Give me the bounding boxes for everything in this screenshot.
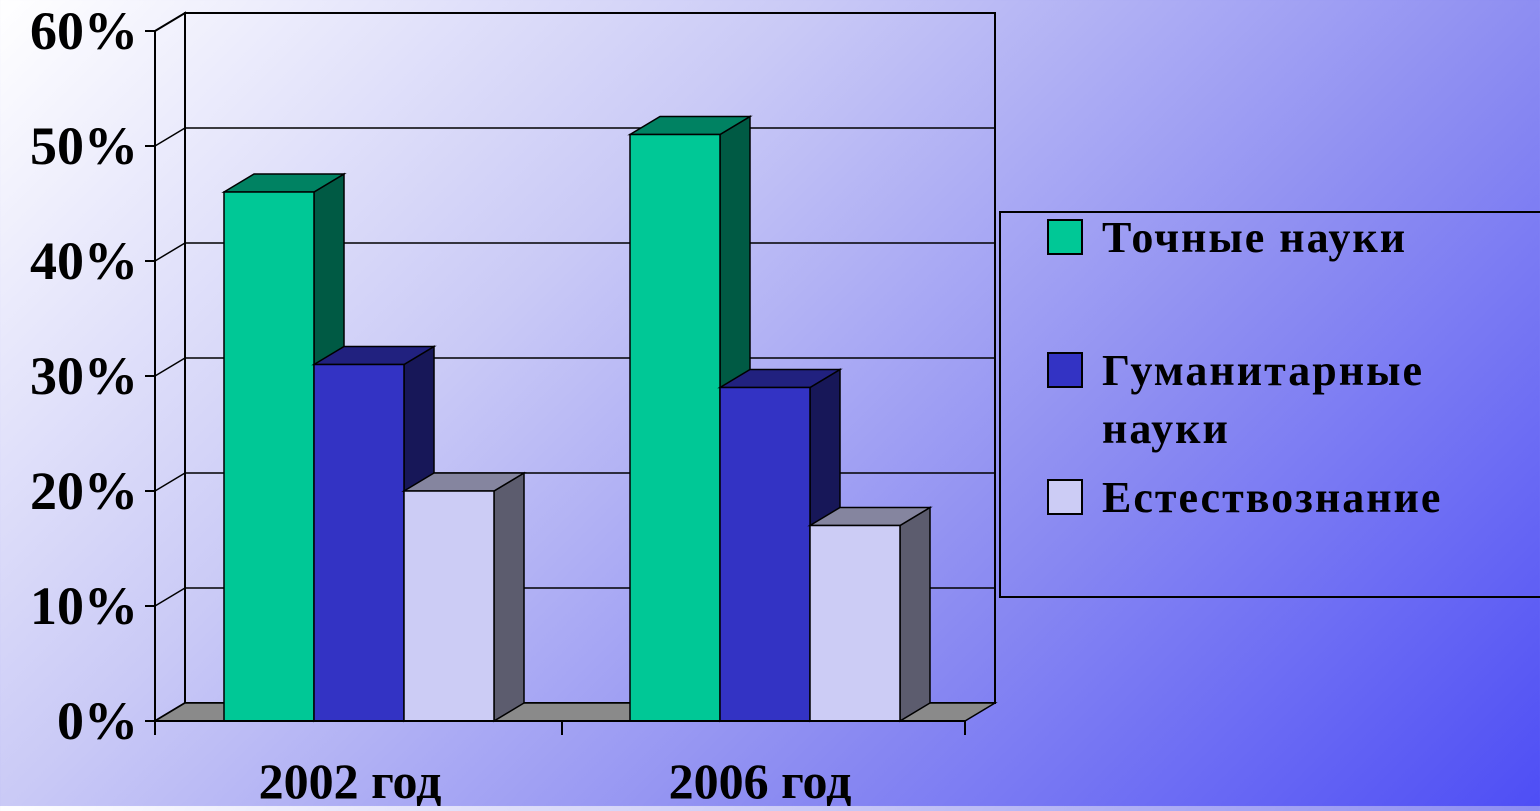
gridline-side <box>154 127 186 147</box>
gridline-side <box>154 472 186 492</box>
y-tick-label: 40% <box>30 231 138 291</box>
gridline-side <box>154 12 186 32</box>
bar-0-0 <box>223 191 315 722</box>
legend-label: Точные науки <box>1102 213 1407 262</box>
y-tick-label: 20% <box>30 461 138 521</box>
legend-label: Естествознание <box>1102 473 1442 522</box>
bar-2-1 <box>809 524 901 722</box>
bar-1-1 <box>719 386 811 722</box>
legend-label: Гуманитарные <box>1102 346 1424 395</box>
legend-label: науки <box>1102 404 1230 453</box>
y-tick-label: 0% <box>57 691 138 751</box>
gridline-side <box>154 242 186 262</box>
legend-box <box>999 211 1540 598</box>
axes: 0% 10% 20% 30% 40% 50% 60% 2002 год 2006 год <box>30 1 966 809</box>
bar-side-2-0 <box>493 471 525 723</box>
bar-0-1 <box>629 133 721 722</box>
legend: Точные науки Гуманитарные науки Естествозна… <box>999 211 1540 598</box>
gridline-side <box>154 587 186 607</box>
bar-2-0 <box>403 490 495 722</box>
y-tick-label: 50% <box>30 116 138 176</box>
bar-group <box>221 115 933 723</box>
y-tick-label: 60% <box>30 1 138 61</box>
legend-swatch-2 <box>1047 479 1083 515</box>
y-tick-label: 10% <box>30 576 138 636</box>
y-tick-label: 30% <box>30 346 138 406</box>
bar-1-0 <box>313 363 405 722</box>
x-category-label: 2006 год <box>669 753 852 806</box>
x-category-label: 2002 год <box>259 753 442 806</box>
legend-swatch-1 <box>1047 352 1083 388</box>
gridline-side <box>154 357 186 377</box>
legend-swatch-0 <box>1047 219 1083 255</box>
bar-side-2-1 <box>899 506 931 723</box>
